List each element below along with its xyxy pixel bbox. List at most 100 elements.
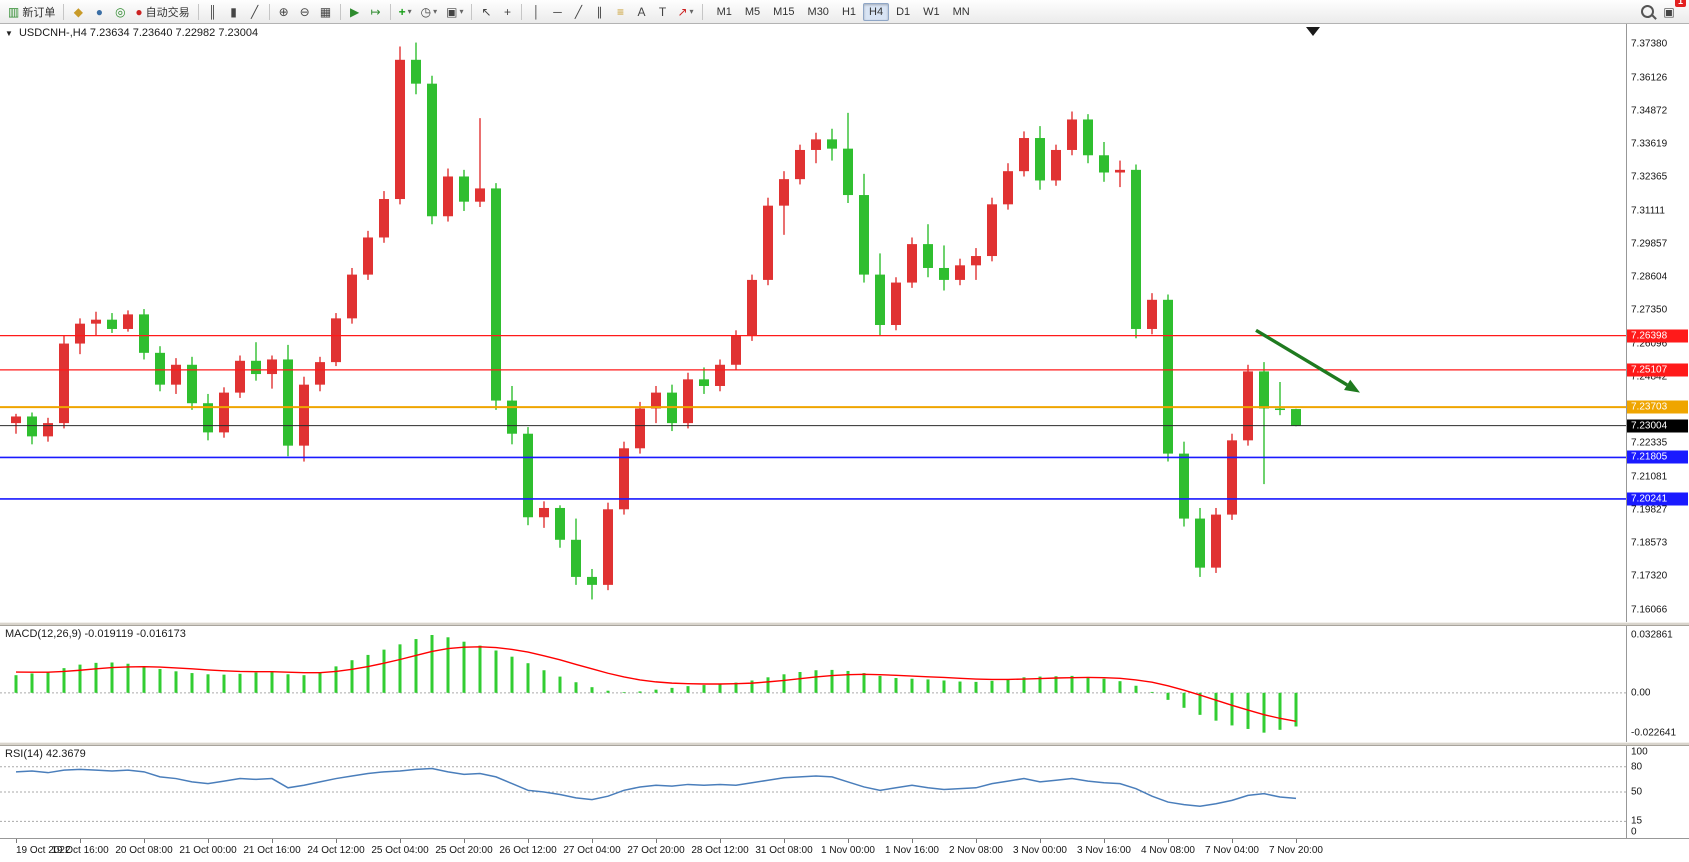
time-axis-label: 24 Oct 12:00 [307,845,365,856]
timeframe-button-M1[interactable]: M1 [711,3,738,21]
templates-button[interactable]: ▣ ▾ [442,2,467,22]
time-tick [1296,839,1297,843]
timeframe-toolbar: M1 M5 M15 M30 H1 H4 D1 W1 MN [711,2,976,21]
macd-value: -0.019119 [84,628,134,640]
autotrading-button[interactable]: ● 自动交易 [131,2,193,22]
toolbar-separator [268,3,270,20]
candlestick-chart-button[interactable]: ▮ [224,2,244,22]
chevron-down-icon: ▾ [433,7,438,16]
timeframe-button-D1[interactable]: D1 [890,3,916,21]
timeframe-button-M5[interactable]: M5 [739,3,766,21]
chart-shift-marker-icon [1306,27,1320,36]
time-tick [272,839,273,843]
rsi-axis-label: 50 [1631,786,1643,798]
price-axis-label: 7.32365 [1631,171,1668,183]
time-tick [336,839,337,843]
time-tick [528,839,529,843]
fibonacci-button[interactable]: ≡ [610,2,630,22]
toolbar-separator [197,3,199,20]
macd-canvas[interactable] [0,626,1627,742]
cursor-button[interactable]: ↖ [476,2,496,22]
price-axis-label: 7.24842 [1631,371,1668,383]
search-button[interactable] [1637,2,1658,22]
time-axis[interactable]: 19 Oct 2022 19 Oct 16:00 20 Oct 08:00 21 Oc… [0,838,1689,862]
notification-badge: 1 [1674,0,1686,7]
indicators-button[interactable]: + ▾ [395,2,416,22]
time-axis-label: 7 Nov 20:00 [1269,845,1323,856]
metaeditor-icon: ◆ [73,4,83,19]
rsi-axis-label: 80 [1631,761,1643,773]
rsi-axis[interactable]: 100 80 50 15 0 [1626,746,1689,838]
zoom-in-button[interactable]: ⊕ [274,2,294,22]
price-axis-label: 7.33619 [1631,138,1668,150]
time-axis-label: 25 Oct 04:00 [371,845,429,856]
pane-resizer[interactable] [0,622,1689,626]
autotrading-label: 自动交易 [145,6,190,19]
time-tick [720,839,721,843]
time-axis-label: 2 Nov 08:00 [949,845,1003,856]
price-tag: 7.26398 [1627,329,1688,343]
trendline-button[interactable]: ╱ [568,2,588,22]
toolbar-separator [521,3,523,20]
macd-axis-label: -0.022641 [1631,727,1677,739]
timeframe-button-M15[interactable]: M15 [767,3,800,21]
vertical-line-button[interactable]: │ [526,2,546,22]
chevron-down-icon: ▾ [689,7,694,16]
time-tick [784,839,785,843]
auto-scroll-icon: ▶ [349,4,360,19]
main-chart-canvas[interactable] [0,24,1627,622]
chart-window: ▼ USDCNH-,H4 7.23634 7.23640 7.22982 7.2… [0,24,1689,862]
tile-windows-icon: ▦ [319,4,332,19]
timeframe-button-M30[interactable]: M30 [802,3,835,21]
time-tick [144,839,145,843]
toolbar-separator [63,3,65,20]
line-chart-button[interactable]: ╱ [245,2,265,22]
signals-icon: ◎ [115,4,126,19]
arrows-button[interactable]: ↗ ▾ [673,2,697,22]
vertical-line-icon: │ [532,4,541,19]
clock-icon: ◷ [420,4,432,19]
price-axis-label: 7.31111 [1631,205,1665,217]
market-watch-button[interactable]: ● [89,2,109,22]
channel-button[interactable]: ∥ [589,2,609,22]
timeframe-button-MN[interactable]: MN [947,3,976,21]
price-axis-label: 7.17320 [1631,570,1668,582]
rsi-name: RSI(14) [5,748,43,760]
auto-scroll-button[interactable]: ▶ [345,2,365,22]
timeframe-button-H4[interactable]: H4 [863,2,890,21]
time-axis-label: 21 Oct 16:00 [243,845,301,856]
metaeditor-button[interactable]: ◆ [68,2,88,22]
rsi-value: 42.3679 [45,748,86,760]
crosshair-button[interactable]: + [497,2,517,22]
tile-windows-button[interactable]: ▦ [316,2,336,22]
toolbar: ▥ 新订单 ◆ ● ◎ ● 自动交易 ║ ▮ ╱ ⊕ ⊖ ▦ ▶ ↦ + ▾ ◷… [0,0,1689,24]
new-order-button[interactable]: ▥ 新订单 [4,2,59,22]
pane-resizer[interactable] [0,742,1689,746]
timeframe-button-W1[interactable]: W1 [917,3,946,21]
rsi-pane: RSI(14) 42.3679 100 80 50 15 0 [0,746,1689,838]
channel-icon: ∥ [596,4,603,19]
macd-axis[interactable]: 0.032861 0.00 -0.022641 [1626,626,1689,742]
time-tick [208,839,209,843]
text-button[interactable]: A [631,2,651,22]
timeframe-button-H1[interactable]: H1 [836,3,862,21]
price-axis-label: 7.37380 [1631,38,1668,50]
time-tick [80,839,81,843]
signals-button[interactable]: ◎ [110,2,130,22]
chart-shift-button[interactable]: ↦ [366,2,386,22]
chart-collapse-icon[interactable]: ▼ [5,29,13,38]
arrows-icon: ↗ [677,4,688,19]
macd-name: MACD(12,26,9) [5,628,82,640]
rsi-canvas[interactable] [0,746,1627,838]
periods-button[interactable]: ◷ ▾ [417,2,442,22]
price-axis[interactable]: 7.37380 7.36126 7.34872 7.33619 7.32365 7.311… [1626,24,1689,622]
chart-shift-icon: ↦ [370,4,381,19]
horizontal-line-button[interactable]: ─ [547,2,567,22]
time-tick [592,839,593,843]
zoom-out-button[interactable]: ⊖ [295,2,315,22]
notifications-button[interactable]: ▣ 1 [1659,0,1686,22]
toolbar-separator [471,3,473,20]
bar-chart-button[interactable]: ║ [203,2,223,22]
text-label-icon: T [658,4,667,19]
text-label-button[interactable]: T [652,2,672,22]
